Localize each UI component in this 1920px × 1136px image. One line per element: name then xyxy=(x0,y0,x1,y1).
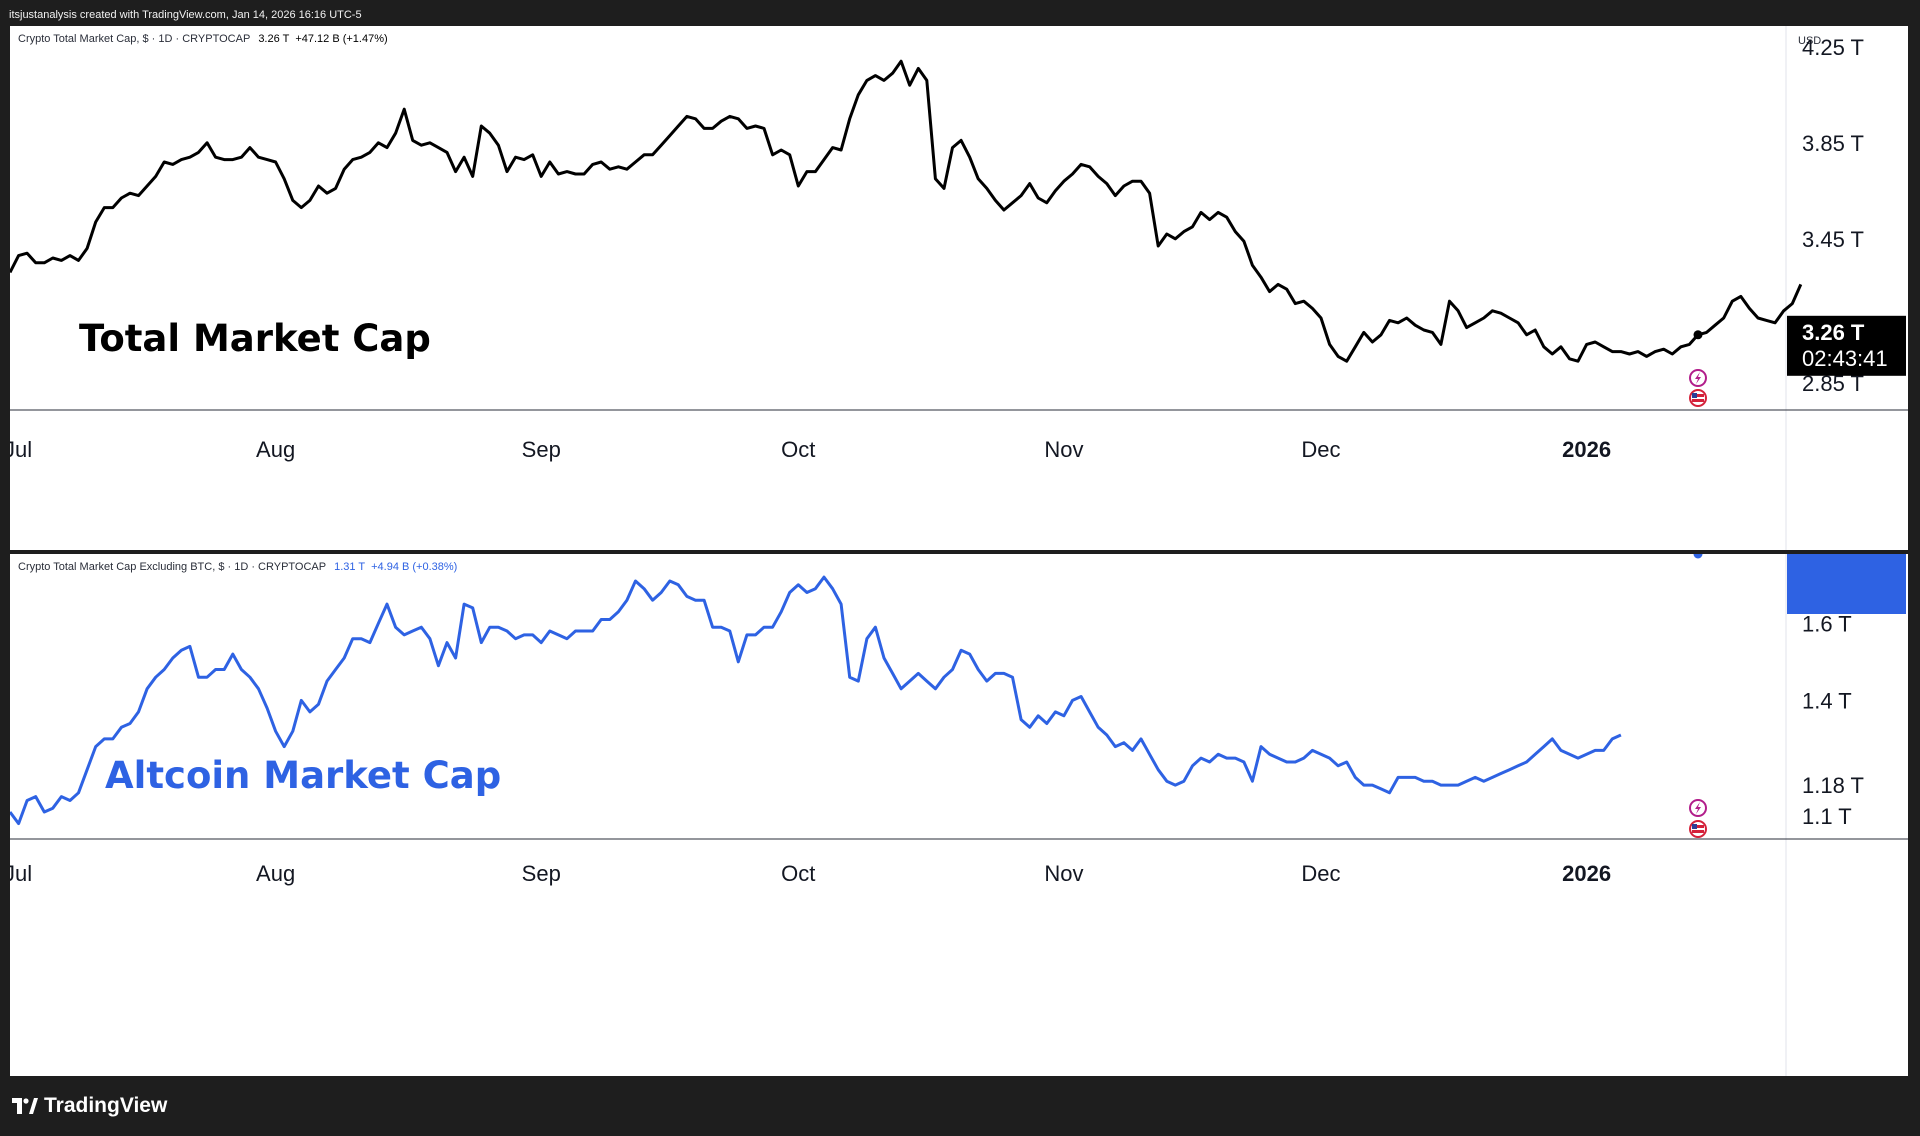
altcoin-market-cap-chart[interactable]: Crypto Total Market Cap Excluding BTC, $… xyxy=(10,554,1908,1076)
x-tick-label: 2026 xyxy=(1562,437,1611,462)
currency-label: USD xyxy=(1798,35,1821,47)
legend-title: Crypto Total Market Cap Excluding BTC, $… xyxy=(18,561,457,573)
x-tick-label: Aug xyxy=(256,437,295,462)
series-line[interactable] xyxy=(10,59,1803,363)
y-tick-label: 1.1 T xyxy=(1802,804,1852,829)
last-value-badge xyxy=(1787,315,1906,376)
us-flag-event-icon[interactable] xyxy=(1689,820,1707,838)
y-tick-label: 1.4 T xyxy=(1802,688,1852,713)
legend-value: 1.31 T xyxy=(334,561,365,573)
last-value-label: 1.31 T xyxy=(1802,554,1865,559)
flag-icon-stripe xyxy=(1692,825,1704,828)
x-tick-label: Nov xyxy=(1044,437,1083,462)
legend-change: +4.94 B (+0.38%) xyxy=(371,561,457,573)
x-tick-label: Jul xyxy=(10,861,32,886)
bar-countdown: 02:43:41 xyxy=(1802,346,1888,371)
x-tick-label: Aug xyxy=(256,861,295,886)
x-tick-label: Sep xyxy=(522,861,561,886)
legend-title: Crypto Total Market Cap, $ · 1D · CRYPTO… xyxy=(18,33,388,45)
tradingview-brand[interactable]: TradingView xyxy=(12,1094,167,1118)
x-tick-label: Oct xyxy=(781,437,815,462)
chart-attribution: itsjustanalysis created with TradingView… xyxy=(9,9,362,21)
legend-change: +47.12 B (+1.47%) xyxy=(295,33,387,45)
legend-symbol[interactable]: Crypto Total Market Cap Excluding BTC, $… xyxy=(18,561,326,573)
tradingview-logo-icon xyxy=(12,1098,38,1114)
y-tick-label: 4.25 T xyxy=(1802,35,1864,60)
lightning-event-icon[interactable] xyxy=(1689,369,1707,387)
y-tick-label: 3.85 T xyxy=(1802,131,1864,156)
last-value-badge xyxy=(1787,554,1906,614)
x-tick-label: Nov xyxy=(1044,861,1083,886)
tradingview-brand-label: TradingView xyxy=(44,1094,168,1117)
y-tick-label: 1.18 T xyxy=(1802,773,1864,798)
flag-icon-stripe xyxy=(1692,394,1704,397)
x-tick-label: 2026 xyxy=(1562,861,1611,886)
x-tick-label: Jul xyxy=(10,437,32,462)
last-value-dot xyxy=(1693,554,1703,559)
flag-icon-stripe xyxy=(1692,830,1704,833)
chart-overlay-label: Altcoin Market Cap xyxy=(105,754,501,797)
bar-countdown: 02:43:41 xyxy=(1802,554,1888,559)
x-tick-label: Dec xyxy=(1301,861,1340,886)
lightning-event-icon[interactable] xyxy=(1689,799,1707,817)
x-tick-label: Sep xyxy=(522,437,561,462)
last-value-dot xyxy=(1693,330,1703,340)
total-market-cap-pane[interactable]: Crypto Total Market Cap, $ · 1D · CRYPTO… xyxy=(10,26,1908,550)
lightning-icon-bolt xyxy=(1695,802,1701,814)
total-market-cap-chart[interactable]: Crypto Total Market Cap, $ · 1D · CRYPTO… xyxy=(10,26,1908,550)
flag-icon-canton xyxy=(1692,824,1697,829)
y-tick-label: 3.45 T xyxy=(1802,227,1864,252)
flag-icon-canton xyxy=(1692,393,1697,398)
x-tick-label: Oct xyxy=(781,861,815,886)
footer: TradingView xyxy=(0,1076,1920,1136)
lightning-icon-bolt xyxy=(1695,372,1701,384)
legend-symbol[interactable]: Crypto Total Market Cap, $ · 1D · CRYPTO… xyxy=(18,33,250,45)
chart-overlay-label: Total Market Cap xyxy=(79,317,431,360)
last-value-label: 3.26 T xyxy=(1802,320,1865,345)
flag-icon-stripe xyxy=(1692,399,1704,402)
altcoin-market-cap-pane[interactable]: Crypto Total Market Cap Excluding BTC, $… xyxy=(10,554,1908,1076)
legend-value: 3.26 T xyxy=(258,33,289,45)
y-tick-label: 1.6 T xyxy=(1802,611,1852,636)
us-flag-event-icon[interactable] xyxy=(1689,389,1707,407)
series-line[interactable] xyxy=(10,575,1622,826)
x-tick-label: Dec xyxy=(1301,437,1340,462)
